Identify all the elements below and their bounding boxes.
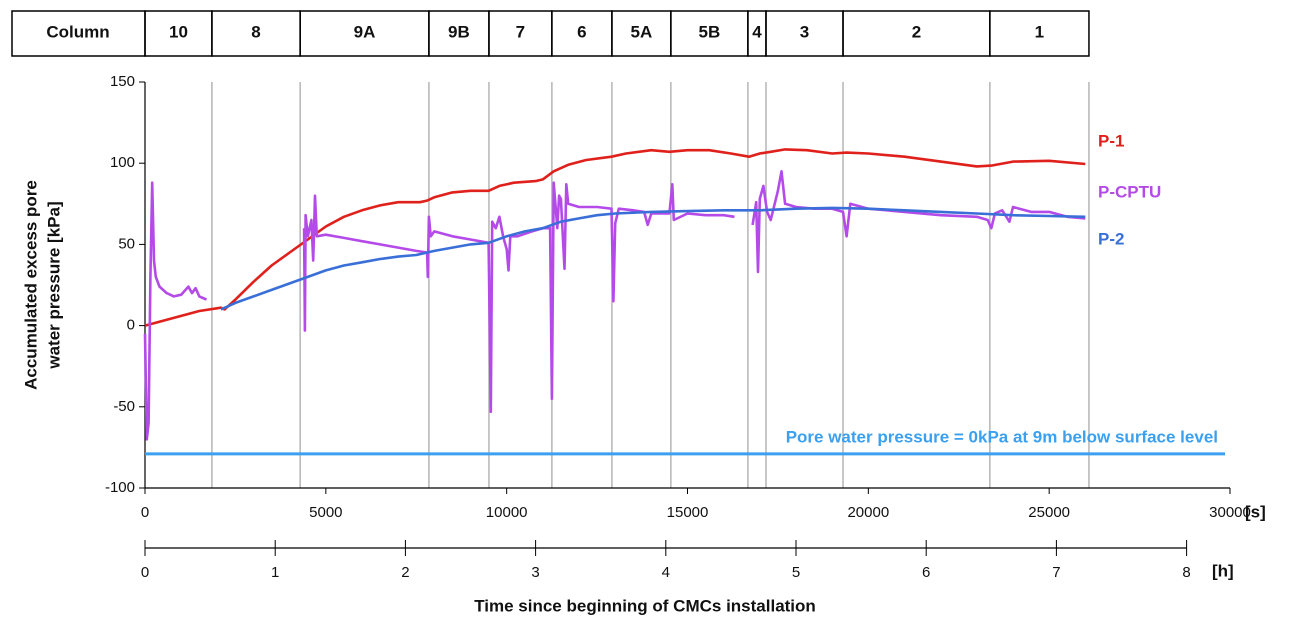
x-tick-label: 5000 <box>309 504 342 521</box>
x-tick-label: 15000 <box>667 504 709 521</box>
x2-tick-label: 6 <box>922 564 930 581</box>
x-tick-label: 0 <box>141 504 149 521</box>
x2-tick-label: 5 <box>792 564 800 581</box>
column-label: 10 <box>169 22 188 41</box>
column-label: 9A <box>354 22 376 41</box>
y-tick-label: 0 <box>127 317 135 334</box>
x2-tick-label: 4 <box>662 564 670 581</box>
column-cell <box>989 10 1090 57</box>
y-axis-title-line: water pressure [kPa] <box>44 201 63 369</box>
column-label: 2 <box>912 22 921 41</box>
column-label: 4 <box>752 22 762 41</box>
x2-tick-label: 7 <box>1052 564 1060 581</box>
column-label: 7 <box>516 22 525 41</box>
y-tick-label: 100 <box>110 154 135 171</box>
x2-unit: [h] <box>1212 561 1234 580</box>
series-line <box>144 148 1086 327</box>
column-label: 5A <box>631 22 653 41</box>
reference-label: Pore water pressure = 0kPa at 9m below s… <box>786 427 1218 446</box>
column-label: 3 <box>800 22 809 41</box>
y-tick-label: -50 <box>113 398 135 415</box>
x-tick-label: 20000 <box>847 504 889 521</box>
x2-tick-label: 0 <box>141 564 149 581</box>
column-label: 9B <box>448 22 470 41</box>
y-tick-label: -100 <box>105 479 135 496</box>
series-label: P-CPTU <box>1098 182 1161 201</box>
x2-tick-label: 8 <box>1182 564 1190 581</box>
x-tick-label: 30000 <box>1209 504 1251 521</box>
column-label: 8 <box>251 22 260 41</box>
series-line <box>220 206 1086 311</box>
series-label: P-2 <box>1098 229 1124 248</box>
y-axis-title-line: Accumulated excess pore <box>21 180 40 390</box>
y-tick-label: 150 <box>110 73 135 90</box>
column-header: Column <box>46 22 109 41</box>
column-label: 1 <box>1035 22 1044 41</box>
x-tick-label: 10000 <box>486 504 528 521</box>
column-label: 6 <box>577 22 586 41</box>
x2-tick-label: 2 <box>401 564 409 581</box>
y-tick-label: 50 <box>118 235 135 252</box>
x2-tick-label: 1 <box>271 564 279 581</box>
x2-tick-label: 3 <box>531 564 539 581</box>
x-axis-title: Time since beginning of CMCs installatio… <box>474 596 816 615</box>
x-unit: [s] <box>1245 502 1266 521</box>
x-tick-label: 25000 <box>1028 504 1070 521</box>
series-label: P-1 <box>1098 131 1124 150</box>
column-label: 5B <box>699 22 721 41</box>
